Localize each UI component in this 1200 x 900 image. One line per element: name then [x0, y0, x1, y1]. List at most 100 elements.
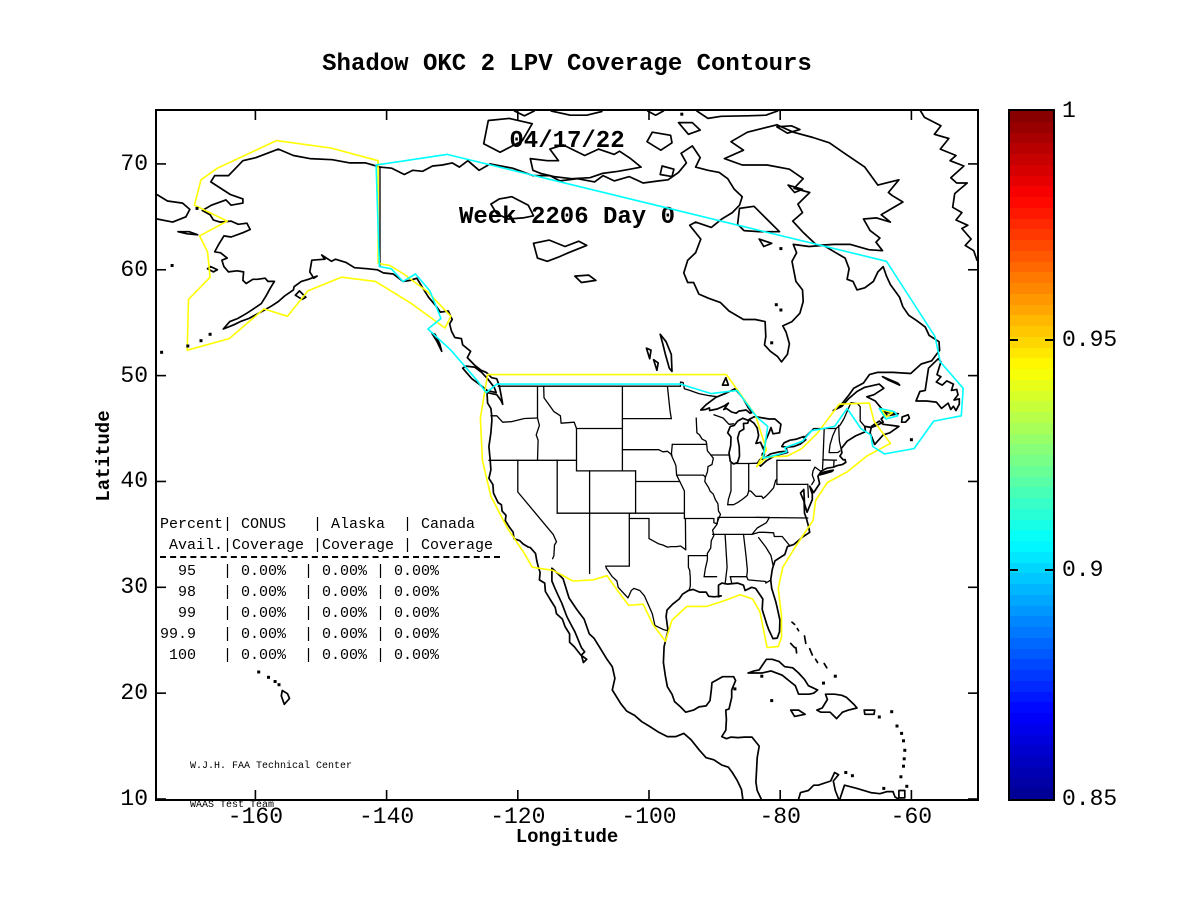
title-line-3: Week 2206 Day 0: [458, 204, 676, 231]
colorbar-band: [1010, 680, 1053, 692]
table-row: 98 | 0.00% | 0.00% | 0.00%: [160, 584, 440, 601]
table-row: 100 | 0.00% | 0.00% | 0.00%: [160, 647, 440, 664]
colorbar-band: [1010, 756, 1053, 767]
colorbar-band: [1010, 304, 1053, 316]
colorbar-band: [1010, 605, 1053, 617]
table-header-row: Percent| CONUS | Alaska | Canada: [160, 516, 476, 533]
y-tick-label: 70: [120, 150, 148, 177]
colorbar-band: [1010, 530, 1053, 541]
colorbar-band: [1010, 702, 1053, 713]
colorbar-band: [1010, 444, 1053, 455]
colorbar-band: [1010, 562, 1053, 574]
colorbar-band: [1010, 229, 1053, 240]
colorbar-band: [1010, 476, 1053, 488]
colorbar-band: [1010, 283, 1053, 294]
x-tick-label: -120: [490, 804, 546, 830]
colorbar-band: [1010, 240, 1053, 251]
political-border-paths: [379, 166, 866, 632]
colorbar-band: [1010, 390, 1053, 402]
colorbar-band: [1010, 541, 1053, 552]
colorbar-band: [1010, 777, 1053, 789]
colorbar-band: [1010, 315, 1053, 326]
colorbar-band: [1010, 272, 1053, 283]
colorbar-band: [1010, 766, 1053, 778]
colorbar-band: [1010, 508, 1053, 520]
colorbar-tick-label: 0.85: [1062, 786, 1118, 812]
colorbar-band: [1010, 734, 1053, 746]
table-row: 95 | 0.00% | 0.00% | 0.00%: [160, 563, 440, 580]
colorbar-band: [1010, 250, 1053, 262]
colorbar-band: [1010, 519, 1053, 531]
x-tick-label: -140: [358, 804, 415, 830]
colorbar-band: [1010, 347, 1053, 359]
colorbar-band: [1010, 369, 1053, 380]
colorbar-band: [1010, 465, 1053, 477]
y-tick-label: 30: [120, 574, 148, 601]
colorbar-band: [1010, 358, 1053, 369]
colorbar-band: [1010, 197, 1053, 208]
x-tick-label: -100: [621, 804, 677, 830]
colorbar-band: [1010, 573, 1053, 584]
small-island-dots: [160, 112, 913, 790]
colorbar-band: [1010, 143, 1053, 154]
colorbar-gradient: [1010, 111, 1053, 799]
colorbar-tick-label: 0.95: [1062, 327, 1118, 354]
colorbar-band: [1010, 627, 1053, 638]
colorbar-band: [1010, 422, 1053, 434]
y-axis-label: Latitude: [93, 410, 115, 502]
colorbar-band: [1010, 648, 1053, 660]
plot-area-border: [155, 109, 979, 801]
coverage-contour-cyan: [375, 153, 964, 459]
map-canvas: [157, 111, 977, 799]
colorbar-band: [1010, 616, 1053, 627]
footer-line-2: WAAS Test Team: [190, 800, 275, 811]
colorbar-band: [1010, 379, 1053, 391]
colorbar-tick-label: 1: [1062, 98, 1076, 124]
colorbar-tick-mark: [1045, 568, 1053, 571]
coastline-paths: [157, 111, 977, 799]
colorbar-band: [1010, 186, 1053, 197]
colorbar-band: [1010, 551, 1053, 563]
colorbar-band: [1010, 326, 1053, 337]
colorbar-band: [1010, 745, 1053, 756]
colorbar-band: [1010, 691, 1053, 703]
colorbar-tick-label: 0.9: [1062, 556, 1104, 583]
y-tick-label: 50: [120, 362, 148, 389]
colorbar-band: [1010, 412, 1053, 423]
colorbar-band: [1010, 455, 1053, 466]
attribution-footer: W.J.H. FAA Technical Center WAAS Test Te…: [190, 734, 352, 838]
colorbar-band: [1010, 723, 1053, 735]
colorbar-band: [1010, 111, 1053, 122]
colorbar-tick-mark: [1010, 339, 1018, 342]
table-header-row: Avail.|Coverage |Coverage | Coverage: [160, 537, 494, 554]
x-tick-label: -160: [227, 804, 283, 830]
colorbar-band: [1010, 132, 1053, 144]
colorbar-band: [1010, 121, 1053, 133]
colorbar-band: [1010, 433, 1053, 445]
colorbar-band: [1010, 659, 1053, 670]
table-row: 99 | 0.00% | 0.00% | 0.00%: [160, 605, 440, 622]
colorbar-band: [1010, 487, 1053, 498]
colorbar-band: [1010, 175, 1053, 187]
colorbar-band: [1010, 670, 1053, 681]
colorbar-band: [1010, 218, 1053, 230]
colorbar-band: [1010, 261, 1053, 273]
x-tick-label: -80: [759, 804, 801, 830]
figure-title: Shadow OKC 2 LPV Coverage Contours 04/17…: [157, 1, 977, 282]
colorbar-band: [1010, 207, 1053, 219]
table-row: 99.9 | 0.00% | 0.00% | 0.00%: [160, 626, 440, 643]
colorbar-band: [1010, 336, 1053, 348]
colorbar-band: [1010, 788, 1053, 799]
colorbar-band: [1010, 498, 1053, 509]
colorbar-band: [1010, 584, 1053, 595]
y-tick-label: 20: [120, 680, 148, 707]
colorbar-tick-mark: [1010, 568, 1018, 571]
x-tick-label: -60: [890, 804, 933, 830]
axis-tick-marks: [157, 111, 977, 799]
y-tick-label: 40: [120, 468, 148, 495]
title-line-1: Shadow OKC 2 LPV Coverage Contours: [322, 51, 812, 78]
y-tick-label: 10: [120, 786, 148, 812]
colorbar-band: [1010, 713, 1053, 724]
colorbar: [1008, 109, 1055, 801]
